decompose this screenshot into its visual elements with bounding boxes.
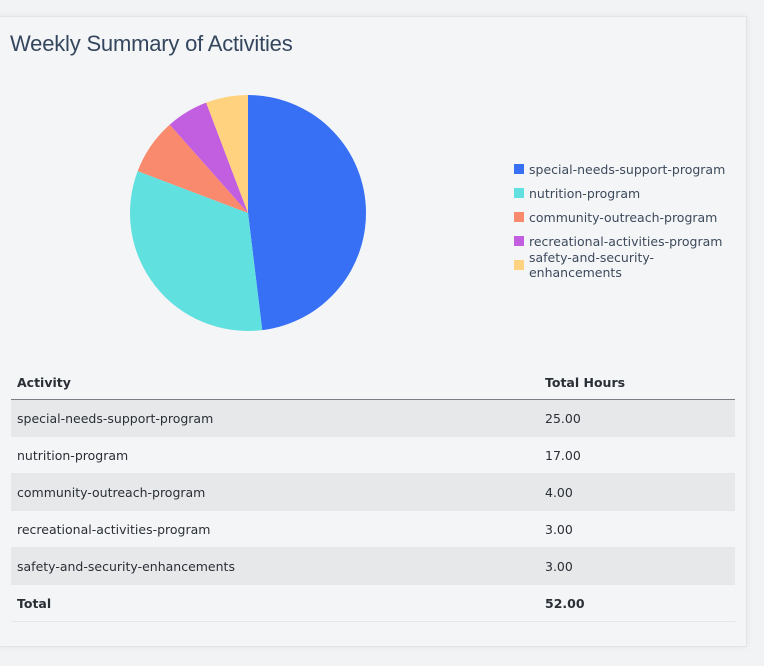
table-row: special-needs-support-program 25.00 — [11, 399, 735, 437]
total-row: Total 52.00 — [11, 584, 735, 622]
pie-slice-community-outreach-program[interactable] — [137, 124, 248, 213]
hours-cell: 3.00 — [539, 510, 735, 548]
summary-card: Weekly Summary of Activities special-nee… — [0, 16, 747, 647]
header-activity: Activity — [11, 365, 539, 400]
legend-item[interactable]: special-needs-support-program — [514, 157, 746, 181]
activity-cell: special-needs-support-program — [11, 399, 539, 437]
legend-swatch — [514, 260, 524, 270]
table-row: community-outreach-program 4.00 — [11, 473, 735, 511]
legend-swatch — [514, 188, 524, 198]
pie-slice-recreational-activities-program[interactable] — [169, 102, 248, 213]
activity-cell: recreational-activities-program — [11, 510, 539, 548]
pie-chart — [129, 95, 367, 331]
table-row: safety-and-security-enhancements 3.00 — [11, 547, 735, 585]
pie-slice-nutrition-program[interactable] — [129, 171, 263, 331]
legend-label: safety-and-security-enhancements — [528, 250, 655, 280]
legend-item[interactable]: safety-and-security-enhancements — [514, 250, 746, 280]
hours-cell: 25.00 — [539, 399, 735, 437]
hours-cell: 4.00 — [539, 473, 735, 511]
activity-cell: nutrition-program — [11, 436, 539, 474]
legend-swatch — [514, 236, 524, 246]
legend-item[interactable]: recreational-activities-program — [514, 229, 746, 253]
legend-label: recreational-activities-program — [529, 233, 723, 249]
hours-cell: 17.00 — [539, 436, 735, 474]
activity-table: Activity Total Hours special-needs-suppo… — [11, 365, 735, 622]
activity-cell: community-outreach-program — [11, 473, 539, 511]
pie-slice-special-needs-support-program[interactable] — [248, 95, 367, 331]
legend: special-needs-support-program nutrition-p… — [514, 157, 746, 280]
activity-cell: safety-and-security-enhancements — [11, 547, 539, 585]
pie-slice-safety-and-security-enhancements[interactable] — [206, 95, 248, 213]
table-row: recreational-activities-program 3.00 — [11, 510, 735, 548]
total-value: 52.00 — [539, 584, 735, 622]
legend-label: special-needs-support-program — [529, 161, 726, 177]
card-title: Weekly Summary of Activities — [10, 31, 293, 56]
legend-item[interactable]: nutrition-program — [514, 181, 746, 205]
header-total-hours: Total Hours — [539, 365, 735, 400]
legend-swatch — [514, 164, 524, 174]
total-label: Total — [11, 584, 539, 622]
legend-label: community-outreach-program — [529, 209, 718, 225]
legend-label: nutrition-program — [529, 185, 641, 201]
legend-item[interactable]: community-outreach-program — [514, 205, 746, 229]
table-row: nutrition-program 17.00 — [11, 436, 735, 474]
legend-swatch — [514, 212, 524, 222]
hours-cell: 3.00 — [539, 547, 735, 585]
